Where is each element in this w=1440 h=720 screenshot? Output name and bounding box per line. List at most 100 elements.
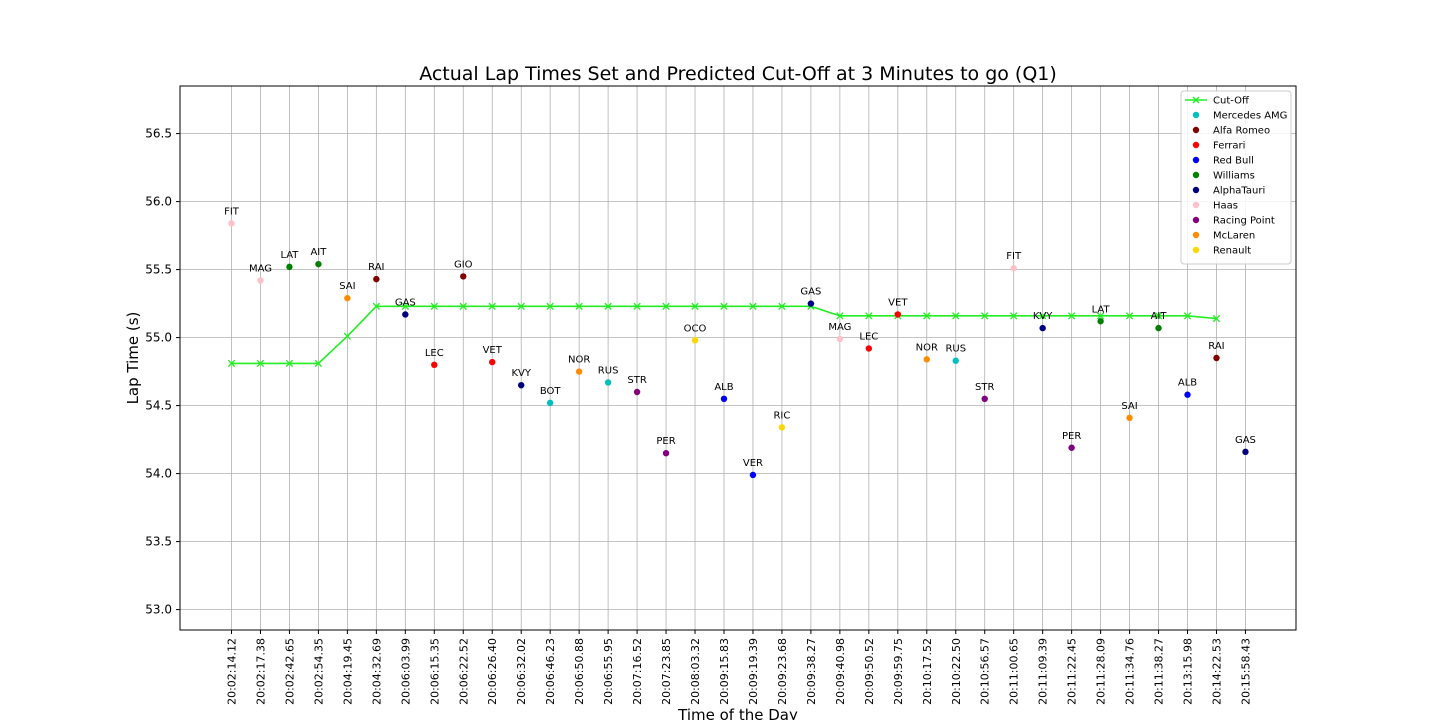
lap-point: [836, 335, 844, 343]
legend-marker: [1192, 126, 1200, 134]
point-label: PER: [656, 436, 675, 447]
x-tick-label: 20:06:26.40: [486, 638, 499, 705]
point-label: GIO: [454, 259, 473, 270]
x-tick-label: 20:09:23.68: [776, 638, 789, 705]
x-tick-label: 20:09:40.98: [834, 638, 847, 705]
x-tick-label: 20:06:03.99: [399, 638, 412, 705]
lap-point: [1126, 414, 1133, 422]
legend-entry: Williams: [1192, 171, 1255, 182]
cutoff-marker: [314, 359, 323, 368]
cutoff-marker: [1096, 312, 1105, 320]
point-label: LEC: [425, 348, 444, 359]
cutoff-marker: [720, 302, 728, 310]
legend-entry: AlphaTauri: [1192, 186, 1265, 197]
lap-point: [1010, 265, 1017, 272]
cutoff-marker: [1183, 312, 1192, 320]
cutoff-marker: [227, 359, 236, 368]
point-label: NOR: [568, 355, 590, 366]
point-label: AIT: [310, 247, 327, 258]
cutoff-marker: [488, 302, 496, 310]
legend-label: Alfa Romeo: [1213, 126, 1270, 137]
legend-label: Cut-Off: [1213, 96, 1250, 107]
cutoff-marker: [1212, 314, 1221, 323]
x-tick-label: 20:11:38.27: [1153, 638, 1166, 705]
legend-entry-cutoff: Cut-Off: [1185, 96, 1250, 107]
point-label: GAS: [800, 287, 821, 298]
legend-entry: Mercedes AMG: [1192, 111, 1287, 122]
lap-point: [1213, 354, 1220, 362]
y-tick-label: 54.0: [145, 467, 172, 481]
lap-point: [633, 388, 641, 396]
cutoff-marker: [517, 302, 525, 310]
y-tick-label: 56.5: [145, 127, 172, 141]
x-tick-label: 20:14:22.53: [1210, 638, 1223, 705]
lap-point: [749, 471, 757, 479]
cutoff-marker: [459, 302, 467, 310]
point-label: RAI: [368, 262, 384, 273]
point-label: KVY: [511, 368, 531, 379]
point-label: LAT: [280, 250, 299, 261]
point-label: ALB: [1178, 378, 1197, 389]
point-label: FIT: [1006, 251, 1022, 262]
x-tick-label: 20:02:14.12: [226, 638, 239, 705]
x-tick-label: 20:02:17.38: [254, 638, 267, 705]
cutoff-marker: [430, 302, 438, 310]
point-label: STR: [627, 375, 646, 386]
x-tick-label: 20:07:16.52: [631, 638, 644, 705]
lap-point: [489, 358, 496, 366]
legend-entry: Racing Point: [1192, 216, 1275, 227]
legend-marker: [1192, 216, 1200, 224]
point-label: NOR: [916, 342, 938, 353]
legend-marker: [1192, 246, 1200, 254]
legend-marker: [1192, 111, 1200, 119]
legend-marker: [1192, 141, 1200, 149]
x-tick-label: 20:09:19.39: [747, 638, 760, 705]
cutoff-marker: [952, 312, 960, 320]
legend-entry: Ferrari: [1192, 141, 1245, 152]
lap-point: [257, 277, 264, 284]
cutoff-marker: [285, 359, 294, 368]
lap-point: [981, 395, 988, 402]
cutoff-marker: [372, 302, 381, 310]
cutoff-marker: [981, 312, 989, 320]
cutoff-marker: [865, 312, 873, 320]
lap-point: [894, 311, 902, 318]
lap-point: [604, 379, 612, 386]
cutoff-marker: [1067, 312, 1076, 320]
chart-title: Actual Lap Times Set and Predicted Cut-O…: [419, 63, 1057, 85]
lap-point: [778, 424, 786, 431]
cutoff-marker: [575, 302, 583, 310]
point-label: LAT: [1092, 304, 1111, 315]
x-tick-label: 20:09:59.75: [892, 638, 905, 705]
lap-point: [807, 300, 815, 307]
point-label: RAI: [1208, 341, 1224, 352]
point-label: AIT: [1151, 311, 1168, 322]
lap-point: [1184, 391, 1191, 398]
cutoff-marker: [546, 302, 554, 310]
point-label: PER: [1062, 431, 1081, 442]
lap-point: [228, 220, 235, 227]
x-tick-label: 20:10:22.50: [950, 638, 963, 705]
cutoff-series: [227, 302, 1221, 368]
lap-point: [1242, 448, 1249, 456]
point-label: MAG: [828, 322, 851, 333]
cutoff-marker: [343, 332, 352, 340]
x-tick-label: 20:06:32.02: [515, 638, 528, 705]
x-tick-label: 20:10:17.52: [921, 638, 934, 705]
cutoff-marker: [1010, 312, 1018, 320]
legend: Cut-Off Mercedes AMG Alfa Romeo Ferrari Red …: [1180, 90, 1292, 265]
legend-entry: Haas: [1192, 201, 1238, 212]
point-label: FIT: [224, 206, 240, 217]
point-label: STR: [975, 382, 994, 393]
cutoff-marker: [1154, 312, 1163, 320]
legend-label: AlphaTauri: [1213, 186, 1265, 197]
legend-box: [1180, 90, 1292, 265]
x-tick-label: 20:04:32.69: [370, 638, 383, 705]
x-tick-label: 20:11:09.39: [1037, 638, 1050, 705]
lap-point: [720, 395, 728, 402]
cutoff-marker: [256, 359, 265, 368]
x-tick-label: 20:11:22.45: [1066, 638, 1079, 705]
cutoff-marker: [633, 302, 641, 310]
cutoff-marker: [1125, 312, 1134, 320]
